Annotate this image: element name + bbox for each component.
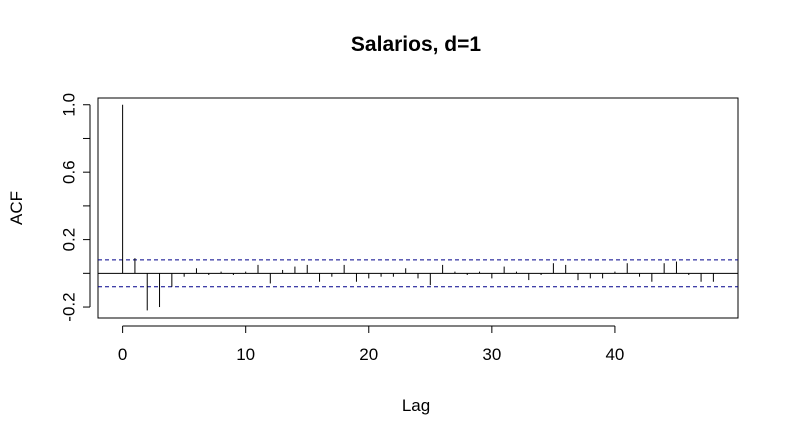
plot-frame xyxy=(97,97,739,319)
y-tick-label: 0.2 xyxy=(59,228,78,252)
y-tick-label: 1.0 xyxy=(59,93,78,117)
x-axis-label: Lag xyxy=(402,396,430,415)
x-tick-label: 40 xyxy=(605,345,624,364)
x-tick-label: 0 xyxy=(118,345,127,364)
acf-bars xyxy=(122,104,714,311)
y-tick-label: 0.6 xyxy=(59,160,78,184)
x-axis: 0 10 20 30 40 xyxy=(118,325,624,364)
y-axis: -0.2 0.2 0.6 1.0 xyxy=(59,93,91,322)
y-tick-label: -0.2 xyxy=(59,292,78,321)
x-tick-label: 20 xyxy=(359,345,378,364)
y-axis-label: ACF xyxy=(7,191,26,225)
x-tick-label: 30 xyxy=(482,345,501,364)
chart-title: Salarios, d=1 xyxy=(351,33,481,56)
x-tick-label: 10 xyxy=(236,345,255,364)
